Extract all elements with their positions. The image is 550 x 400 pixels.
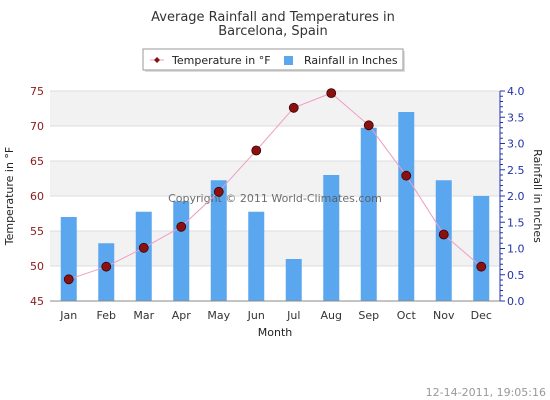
x-tick-label-mar: Mar [133, 309, 154, 322]
chart-title-line2: Barcelona, Spain [218, 24, 327, 39]
temperature-point-may [213, 186, 224, 197]
left-tick-label: 55 [30, 225, 44, 238]
x-tick-label-jun: Jun [247, 309, 265, 322]
left-tick-label: 75 [30, 85, 44, 98]
plot-background [50, 91, 500, 301]
temperature-point-dec [476, 261, 487, 272]
temperature-line [68, 92, 482, 280]
x-tick-label-sep: Sep [358, 309, 379, 322]
temperature-point-jan [63, 274, 74, 285]
temperature-line-series [63, 88, 487, 285]
rainfall-bar-feb [98, 243, 115, 301]
x-tick-label-jul: Jul [286, 309, 300, 322]
timestamp: 12-14-2011, 19:05:16 [426, 386, 546, 399]
x-tick-label-nov: Nov [433, 309, 455, 322]
temperature-point-apr [176, 221, 187, 232]
temperature-point-mar [138, 242, 149, 253]
right-axis-ticks: 0.0 0.5 1.0 1.5 2.0 2.5 3.0 3.5 4.0 [500, 85, 525, 308]
legend-temperature-marker-icon [154, 57, 160, 63]
x-tick-label-feb: Feb [97, 309, 116, 322]
temperature-point-nov [438, 229, 449, 240]
plot-band [50, 231, 500, 266]
right-tick-label: 1.0 [507, 243, 525, 256]
right-tick-label: 2.5 [507, 164, 525, 177]
temperature-point-jun [251, 145, 262, 156]
plot-band [50, 126, 500, 161]
rainfall-bar-apr [173, 201, 190, 301]
right-tick-label: 0.5 [507, 269, 525, 282]
x-axis-ticks: Jan Feb Mar Apr May Jun Jul Aug Sep Oct Nov Dec [59, 309, 492, 322]
rainfall-bar-oct [398, 112, 415, 301]
temperature-point-feb [101, 261, 112, 272]
left-tick-label: 65 [30, 155, 44, 168]
left-tick-label: 50 [30, 260, 44, 273]
right-tick-label: 1.5 [507, 216, 525, 229]
x-tick-label-dec: Dec [471, 309, 492, 322]
right-tick-label: 2.0 [507, 190, 525, 203]
watermark-text: Copyright © 2011 World-Climates.com [168, 192, 382, 205]
rainfall-bar-mar [135, 211, 152, 301]
x-tick-label-apr: Apr [172, 309, 192, 322]
temperature-point-sep [363, 120, 374, 131]
rainfall-bar-sep [360, 127, 377, 301]
legend-temperature-label: Temperature in °F [171, 54, 271, 67]
right-tick-label: 3.5 [507, 111, 525, 124]
x-tick-label-aug: Aug [321, 309, 342, 322]
plot-band [50, 161, 500, 196]
temperature-point-aug [326, 88, 337, 98]
legend: Temperature in °F Rainfall in Inches [142, 48, 405, 72]
rainfall-bar-may [210, 180, 227, 301]
rainfall-bar-dec [473, 196, 490, 301]
temperature-point-oct [401, 170, 412, 181]
y-axis-right-label: Rainfall in Inches [531, 149, 544, 243]
left-tick-label: 70 [30, 120, 44, 133]
rainfall-bar-aug [323, 175, 340, 301]
chart-title-line1: Average Rainfall and Temperatures in [151, 10, 395, 25]
x-tick-label-may: May [207, 309, 230, 322]
legend-box [142, 48, 404, 71]
right-tick-label: 4.0 [507, 85, 525, 98]
rainfall-bar-jul [285, 259, 302, 301]
rainfall-bar-jun [248, 211, 265, 301]
plot-band [50, 266, 500, 301]
left-axis-ticks: 45 50 55 60 65 70 75 [30, 85, 44, 308]
legend-rainfall-swatch-icon [284, 56, 293, 65]
right-tick-label: 3.0 [507, 138, 525, 151]
plot-band [50, 91, 500, 126]
rainfall-bar-nov [435, 180, 452, 301]
rainfall-bar-jan [60, 217, 77, 301]
x-axis-label: Month [258, 326, 293, 339]
y-axis-left-label: Temperature in °F [3, 147, 16, 247]
x-tick-label-oct: Oct [397, 309, 417, 322]
right-tick-label: 0.0 [507, 295, 525, 308]
legend-rainfall-label: Rainfall in Inches [304, 54, 398, 67]
temperature-point-jul [288, 102, 299, 113]
x-tick-label-jan: Jan [59, 309, 77, 322]
plot-band [50, 196, 500, 231]
left-tick-label: 60 [30, 190, 44, 203]
left-tick-label: 45 [30, 295, 44, 308]
